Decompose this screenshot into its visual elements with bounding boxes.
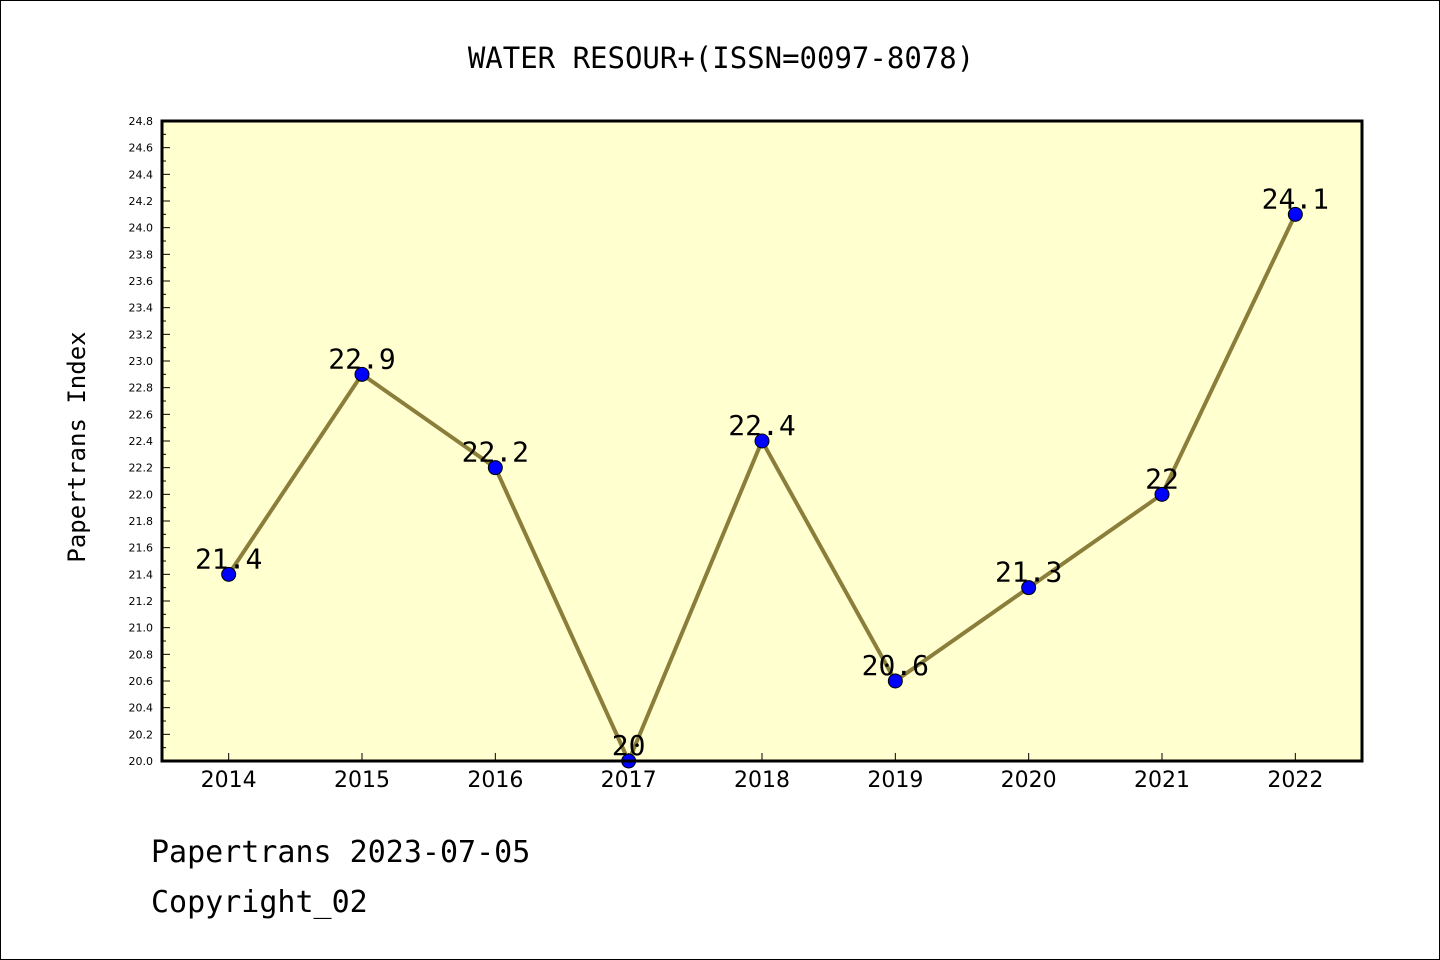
y-tick-label: 20.2 bbox=[129, 728, 154, 741]
footer-copyright: Copyright_02 bbox=[151, 885, 368, 920]
y-tick-label: 22.4 bbox=[129, 435, 154, 448]
y-tick-label: 21.0 bbox=[129, 622, 154, 635]
y-tick-label: 24.6 bbox=[129, 142, 154, 155]
data-point bbox=[221, 566, 237, 582]
data-label: 22 bbox=[1145, 462, 1179, 495]
data-label: 22.4 bbox=[728, 409, 795, 442]
y-tick-label: 21.2 bbox=[129, 595, 154, 608]
chart-title: WATER RESOUR+(ISSN=0097-8078) bbox=[468, 41, 974, 75]
y-tick-label: 20.8 bbox=[129, 648, 154, 661]
x-tick-label: 2016 bbox=[467, 768, 523, 793]
data-point bbox=[1154, 486, 1170, 502]
y-tick-label: 23.4 bbox=[129, 302, 154, 315]
x-tick-label: 2017 bbox=[601, 768, 657, 793]
y-tick-label: 24.4 bbox=[129, 168, 154, 181]
y-axis-ticks: 20.0 20.2 20.4 20.6 20.8 21.0 21.2 21.4 21.6 21.8… bbox=[129, 115, 170, 768]
data-label: 21.3 bbox=[995, 556, 1062, 589]
data-label: 24.1 bbox=[1262, 182, 1329, 215]
y-tick-label: 23.8 bbox=[129, 248, 154, 261]
y-tick-label: 21.4 bbox=[129, 568, 154, 581]
y-tick-label: 20.0 bbox=[129, 755, 154, 768]
data-label: 22.9 bbox=[328, 342, 395, 375]
x-tick-label: 2018 bbox=[734, 768, 790, 793]
y-tick-label: 24.8 bbox=[129, 115, 154, 128]
y-tick-label: 20.6 bbox=[129, 675, 154, 688]
y-tick-label: 23.6 bbox=[129, 275, 154, 288]
data-label: 20.6 bbox=[862, 649, 929, 682]
x-tick-label: 2020 bbox=[1001, 768, 1057, 793]
x-tick-label: 2014 bbox=[201, 768, 257, 793]
data-label: 21.4 bbox=[195, 542, 262, 575]
y-tick-label: 24.2 bbox=[129, 195, 154, 208]
y-tick-label: 21.8 bbox=[129, 515, 154, 528]
x-axis-ticks: 2014 2015 2016 2017 2018 2019 2020 2021 2022 bbox=[201, 753, 1323, 793]
x-tick-label: 2015 bbox=[334, 768, 390, 793]
data-point bbox=[354, 366, 370, 382]
x-tick-label: 2022 bbox=[1267, 768, 1323, 793]
y-tick-label: 21.6 bbox=[129, 542, 154, 555]
data-label: 20 bbox=[612, 729, 646, 762]
y-tick-label: 22.0 bbox=[129, 488, 154, 501]
y-tick-label: 22.8 bbox=[129, 382, 154, 395]
data-point bbox=[1287, 206, 1303, 222]
y-axis-label: Papertrans Index bbox=[63, 331, 91, 562]
x-tick-label: 2021 bbox=[1134, 768, 1190, 793]
data-point bbox=[887, 673, 903, 689]
y-tick-label: 22.2 bbox=[129, 462, 154, 475]
y-tick-label: 24.0 bbox=[129, 222, 154, 235]
y-tick-label: 23.0 bbox=[129, 355, 154, 368]
y-tick-label: 20.4 bbox=[129, 702, 154, 715]
data-point bbox=[487, 460, 503, 476]
data-point bbox=[1021, 580, 1037, 596]
data-label: 22.2 bbox=[462, 436, 529, 469]
data-point bbox=[754, 433, 770, 449]
footer-date: Papertrans 2023-07-05 bbox=[151, 835, 531, 870]
plot-frame bbox=[160, 119, 1364, 763]
y-tick-label: 23.2 bbox=[129, 328, 154, 341]
x-tick-label: 2019 bbox=[867, 768, 923, 793]
data-labels: 21.4 22.9 22.2 20 22.4 20.6 21.3 22 24.1 bbox=[195, 182, 1329, 762]
data-markers bbox=[221, 206, 1303, 769]
y-tick-label: 22.6 bbox=[129, 408, 154, 421]
